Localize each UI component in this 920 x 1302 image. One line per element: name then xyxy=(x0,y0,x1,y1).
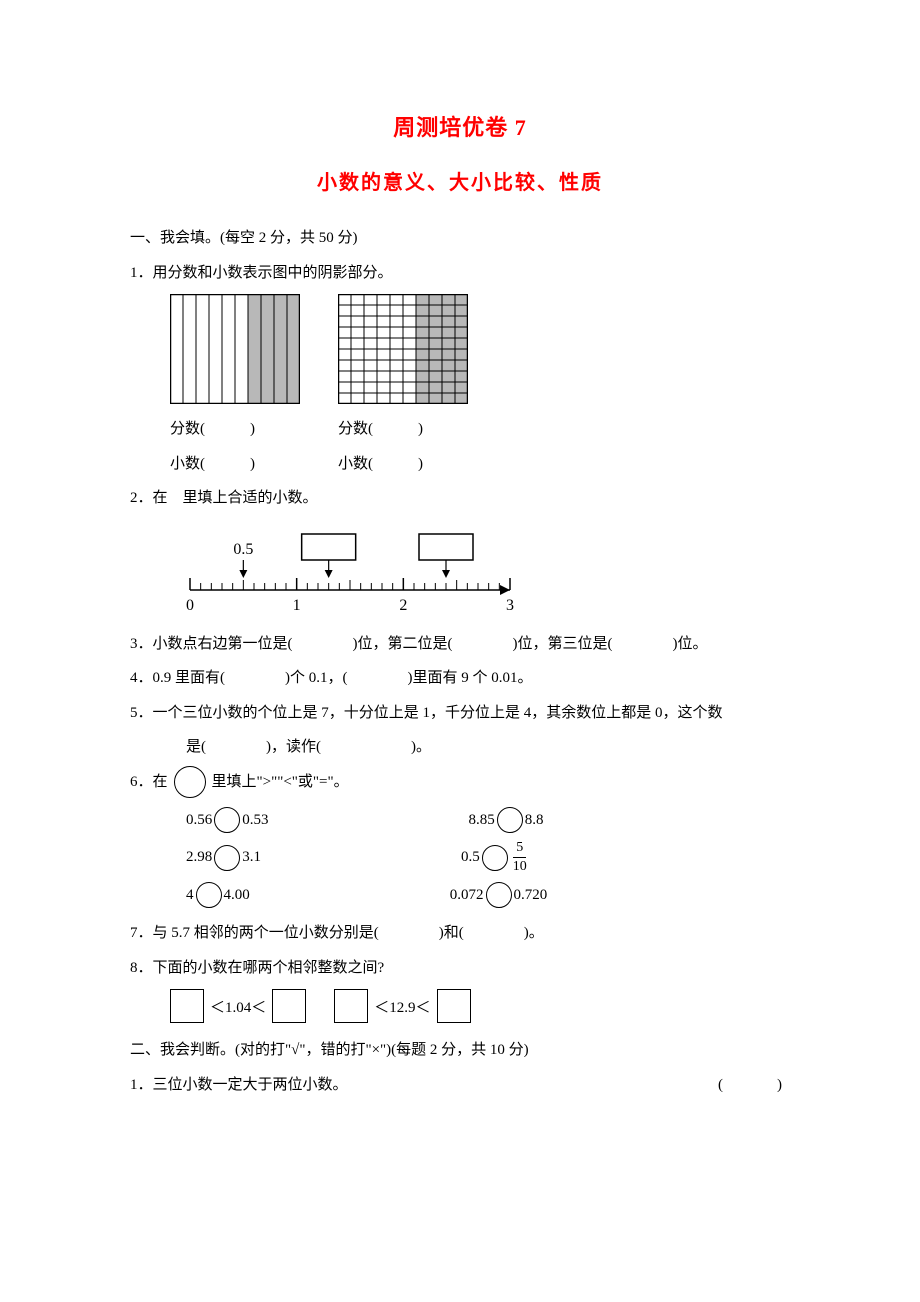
page-container: 周测培优卷 7 小数的意义、大小比较、性质 一、我会填。(每空 2 分，共 50… xyxy=(0,0,920,1302)
q8-boxes: ＜1.04＜ ＜12.9＜ xyxy=(130,989,790,1023)
q8-mid-1: ＜1.04＜ xyxy=(210,996,266,1017)
s2-q1-text: 1．三位小数一定大于两位小数。 xyxy=(130,1068,348,1103)
comparison-row: 0.56 0.53 8.85 8.8 xyxy=(130,807,790,833)
comp-right: 0.720 xyxy=(514,887,548,904)
q1-decimal-labels: 小数( ) 小数( ) xyxy=(130,447,790,482)
comparison-item: 0.5 510 xyxy=(461,841,530,874)
q6-lead: 6．在 里填上">""<"或"="。 xyxy=(130,765,790,800)
comparison-item: 8.85 8.8 xyxy=(469,807,544,833)
blank-box xyxy=(170,989,204,1023)
circle-icon xyxy=(482,845,508,871)
q1-text: 1．用分数和小数表示图中的阴影部分。 xyxy=(130,256,790,291)
comp-left: 2.98 xyxy=(186,849,212,866)
comparison-row: 2.98 3.1 0.5 510 xyxy=(130,841,790,874)
svg-text:2: 2 xyxy=(399,597,407,614)
q4-text: 4．0.9 里面有( )个 0.1，( )里面有 9 个 0.01。 xyxy=(130,661,790,696)
q1-figure-a xyxy=(170,294,300,404)
comp-left: 0.56 xyxy=(186,812,212,829)
q1a-dec-label: 小数( ) xyxy=(170,447,300,482)
circle-icon xyxy=(214,807,240,833)
q2-numberline-wrap: 0 1 2 3 0.5 xyxy=(130,522,790,627)
q1-figures xyxy=(130,294,790,404)
comp-right: 8.8 xyxy=(525,812,544,829)
q2-numberline: 0 1 2 3 0.5 xyxy=(170,522,530,622)
q5b-text: 是( )，读作( )。 xyxy=(130,730,790,765)
svg-text:1: 1 xyxy=(293,597,301,614)
q6-lead-text: 6．在 xyxy=(130,765,168,800)
blank-box xyxy=(272,989,306,1023)
comparison-item: 0.072 0.720 xyxy=(450,882,548,908)
comp-left: 4 xyxy=(186,887,194,904)
circle-icon xyxy=(497,807,523,833)
section1-heading: 一、我会填。(每空 2 分，共 50 分) xyxy=(130,221,790,256)
q1a-frac-label: 分数( ) xyxy=(170,412,300,447)
s2-q1: 1．三位小数一定大于两位小数。 ( ) xyxy=(130,1068,790,1103)
q7-text: 7．与 5.7 相邻的两个一位小数分别是( )和( )。 xyxy=(130,916,790,951)
main-title: 周测培优卷 7 xyxy=(130,110,790,142)
q1-figure-b xyxy=(338,294,468,404)
q1b-dec-label: 小数( ) xyxy=(338,447,468,482)
q8-mid-2: ＜12.9＜ xyxy=(374,996,430,1017)
q1b-frac-label: 分数( ) xyxy=(338,412,468,447)
q2-text: 2．在 里填上合适的小数。 xyxy=(130,481,790,516)
q6-tail-text: 里填上">""<"或"="。 xyxy=(212,765,349,800)
q1-fraction-labels: 分数( ) 分数( ) xyxy=(130,412,790,447)
blank-box xyxy=(437,989,471,1023)
comp-right: 3.1 xyxy=(242,849,261,866)
comp-right: 4.00 xyxy=(224,887,250,904)
comparison-item: 2.98 3.1 xyxy=(186,845,261,871)
comparison-item: 44.00 xyxy=(186,882,250,908)
subtitle: 小数的意义、大小比较、性质 xyxy=(130,166,790,195)
comp-left: 0.072 xyxy=(450,887,484,904)
circle-icon xyxy=(196,882,222,908)
section2-heading: 二、我会判断。(对的打"√"，错的打"×")(每题 2 分，共 10 分) xyxy=(130,1033,790,1068)
comp-left: 0.5 xyxy=(461,849,480,866)
q3-text: 3．小数点右边第一位是( )位，第二位是( )位，第三位是( )位。 xyxy=(130,627,790,662)
comparison-row: 44.000.0720.720 xyxy=(130,882,790,908)
fraction: 510 xyxy=(510,841,530,874)
svg-text:3: 3 xyxy=(506,597,514,614)
q8-text: 8．下面的小数在哪两个相邻整数之间? xyxy=(130,951,790,986)
svg-text:0: 0 xyxy=(186,597,194,614)
comp-right: 0.53 xyxy=(242,812,268,829)
comp-left: 8.85 xyxy=(469,812,495,829)
q5a-text: 5．一个三位小数的个位上是 7，十分位上是 1，千分位上是 4，其余数位上都是 … xyxy=(130,696,790,731)
circle-icon xyxy=(174,766,206,798)
s2-q1-paren: ( ) xyxy=(718,1068,790,1103)
q6-rows: 0.560.538.858.82.983.10.551044.000.0720.… xyxy=(130,807,790,908)
comparison-item: 0.56 0.53 xyxy=(186,807,269,833)
circle-icon xyxy=(486,882,512,908)
svg-text:0.5: 0.5 xyxy=(233,541,253,558)
circle-icon xyxy=(214,845,240,871)
blank-box xyxy=(334,989,368,1023)
